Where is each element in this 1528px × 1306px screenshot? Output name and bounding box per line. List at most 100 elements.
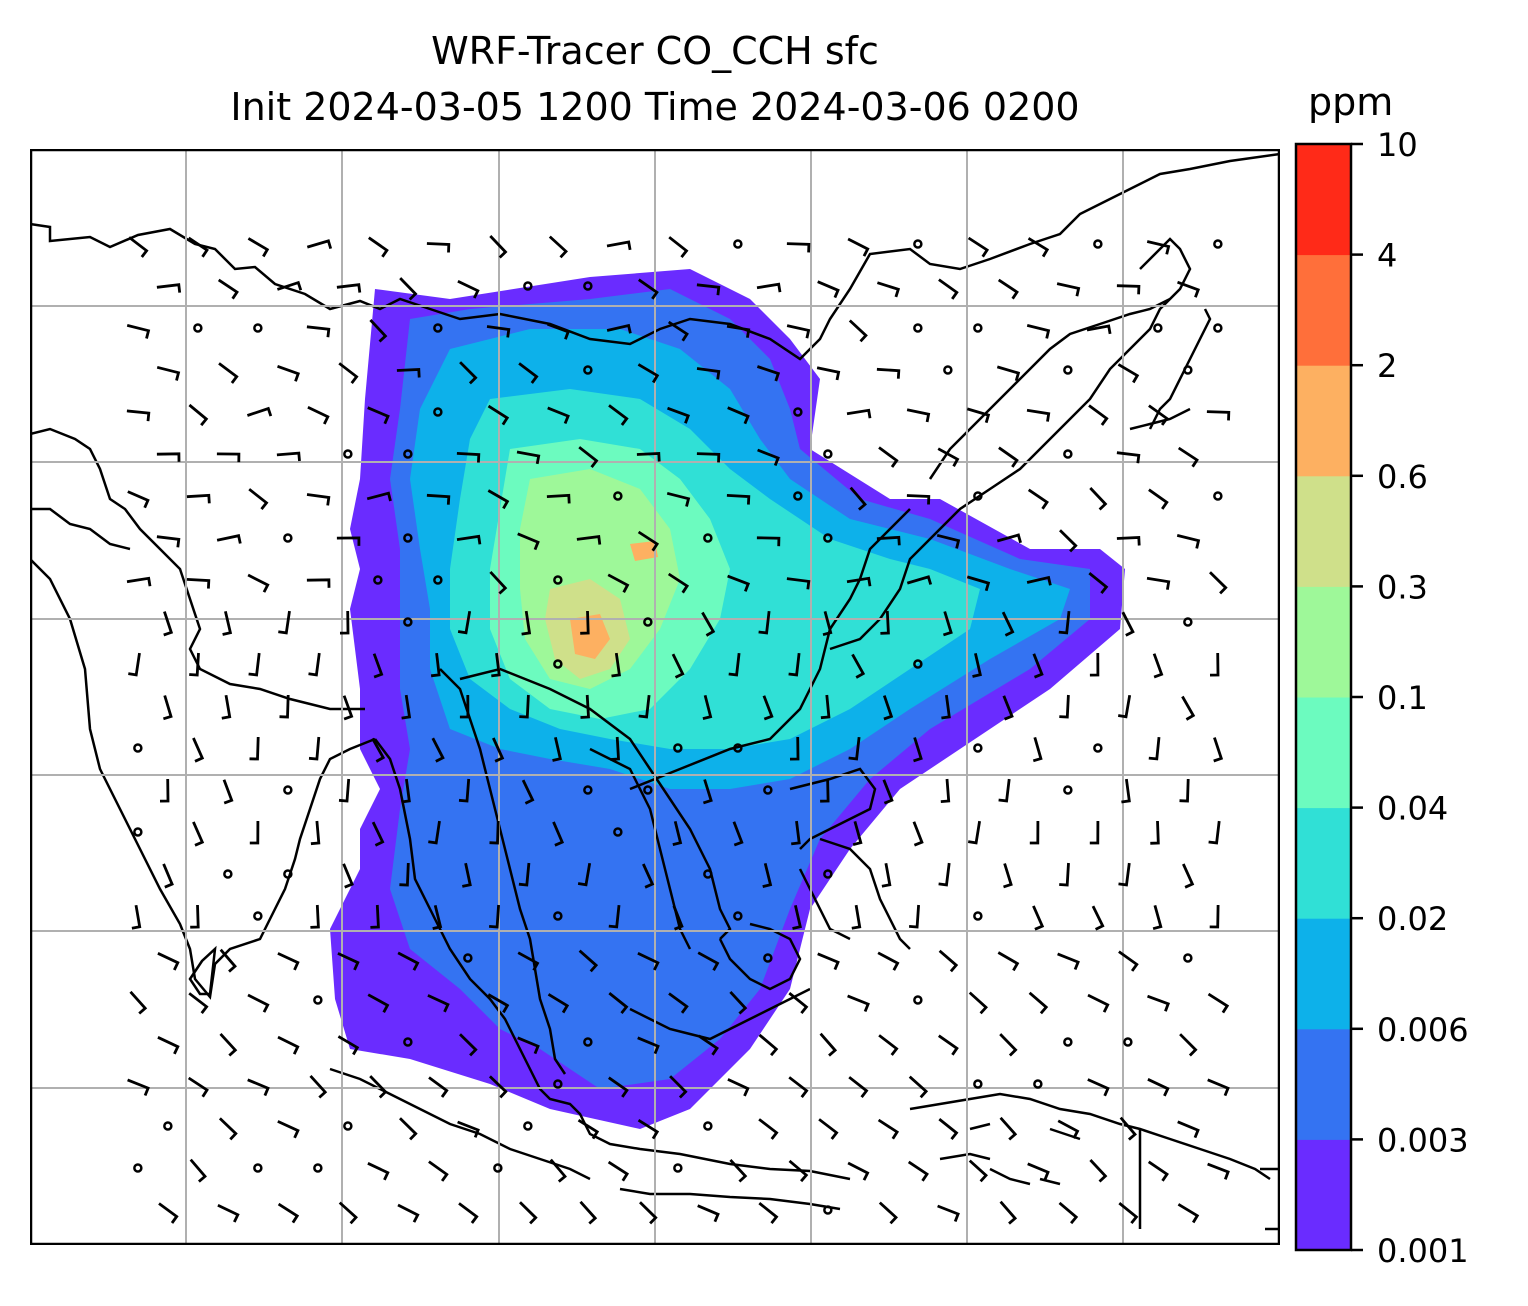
wind-barb xyxy=(1056,282,1081,297)
wind-barb xyxy=(938,949,959,973)
wind-barb xyxy=(607,573,630,593)
wind-barb xyxy=(1208,820,1221,845)
wind-barb xyxy=(788,1159,809,1183)
wind-barb xyxy=(999,1116,1018,1141)
coastlines xyxy=(30,152,1280,1231)
wind-barb xyxy=(277,1120,300,1139)
calm-wind-marker xyxy=(913,995,923,1005)
calm-wind-marker xyxy=(193,323,203,333)
wind-barb xyxy=(219,948,237,973)
calm-wind-marker xyxy=(1213,239,1223,249)
wind-barb xyxy=(702,779,713,805)
colorbar-tick-label: 0.001 xyxy=(1377,1232,1469,1270)
wind-barb xyxy=(1146,576,1171,590)
wind-barb xyxy=(788,1076,809,1098)
wind-barb xyxy=(908,904,920,929)
wind-barb xyxy=(816,366,841,381)
wind-barb xyxy=(672,820,683,846)
wind-barb xyxy=(666,491,691,507)
wind-barb xyxy=(1057,952,1080,971)
wind-barb xyxy=(128,652,141,677)
calm-wind-marker xyxy=(433,575,443,585)
wind-barb xyxy=(1058,1201,1079,1225)
chart-title-line1: WRF-Tracer CO_CCH sfc xyxy=(431,29,879,73)
calm-wind-marker xyxy=(823,449,833,459)
wind-barb xyxy=(1057,1119,1080,1139)
calm-wind-marker xyxy=(403,1037,413,1047)
wind-barb xyxy=(817,952,840,971)
wind-barb xyxy=(967,236,990,258)
wind-barb xyxy=(968,991,988,1015)
calm-wind-marker xyxy=(403,533,413,543)
wind-barb xyxy=(487,993,510,1014)
colorbar-tick-label: 10 xyxy=(1377,126,1418,164)
wind-barb xyxy=(1087,993,1110,1013)
wind-barb xyxy=(162,863,174,889)
wind-barb xyxy=(1026,408,1051,422)
wind-barb xyxy=(217,278,239,300)
wind-barb xyxy=(1028,991,1049,1015)
wind-barb xyxy=(1206,410,1231,421)
wind-barb xyxy=(941,694,951,720)
tracer-level-06-b xyxy=(630,541,658,561)
wind-barb xyxy=(1148,404,1169,426)
wind-barb xyxy=(127,490,150,509)
wind-barb xyxy=(576,535,602,545)
wind-barb xyxy=(552,821,565,847)
wind-barb xyxy=(342,695,354,721)
wind-barb xyxy=(126,409,151,422)
wind-barb xyxy=(548,235,568,259)
wind-barb xyxy=(337,952,360,971)
calm-wind-marker xyxy=(973,743,983,753)
wind-barb xyxy=(1117,363,1140,384)
calm-wind-marker xyxy=(613,827,623,837)
calm-wind-marker xyxy=(253,1163,263,1173)
wind-barb xyxy=(608,404,629,426)
wind-barb xyxy=(792,904,802,930)
wind-barb xyxy=(457,1120,480,1138)
wind-barb xyxy=(667,320,689,342)
colorbar-segment xyxy=(1296,365,1351,477)
wind-barb xyxy=(371,821,385,847)
wind-barb xyxy=(307,405,330,425)
wind-barb xyxy=(156,283,182,293)
calm-wind-marker xyxy=(433,407,443,417)
wind-barb xyxy=(1026,324,1051,339)
calm-wind-marker xyxy=(1033,1079,1043,1089)
wind-barb xyxy=(788,652,801,677)
wind-barb xyxy=(938,862,951,887)
map-panel xyxy=(30,149,1280,1245)
wind-barb xyxy=(966,575,991,592)
calm-wind-marker xyxy=(253,911,263,921)
wind-barb xyxy=(697,1204,720,1223)
wind-barb xyxy=(727,406,750,425)
wind-barb xyxy=(608,1076,629,1098)
wind-barb xyxy=(1150,820,1160,845)
wind-barb xyxy=(846,576,872,587)
wind-barb xyxy=(1089,652,1100,677)
wind-barb xyxy=(459,1033,478,1057)
wind-barb xyxy=(397,951,420,971)
wind-barb xyxy=(697,1034,719,1056)
wind-barb xyxy=(757,448,780,467)
wind-barb xyxy=(277,1035,300,1055)
wind-barb xyxy=(521,610,532,636)
calm-wind-marker xyxy=(1123,1037,1133,1047)
calm-wind-marker xyxy=(1063,449,1073,459)
wind-barb xyxy=(369,1075,388,1099)
wind-barb xyxy=(702,694,713,720)
calm-wind-marker xyxy=(823,1205,833,1215)
wind-barb xyxy=(521,779,535,805)
calm-wind-marker xyxy=(1183,953,1193,963)
wind-barb xyxy=(1177,280,1201,298)
wind-barb xyxy=(399,277,418,301)
wind-barb xyxy=(308,736,321,761)
wind-barb xyxy=(696,283,721,296)
wind-barb xyxy=(188,403,209,427)
colorbar-segment xyxy=(1296,918,1351,1030)
wind-barb xyxy=(786,577,811,590)
calm-wind-marker xyxy=(373,575,383,585)
calm-wind-marker xyxy=(1183,365,1193,375)
colorbar-segment xyxy=(1296,697,1351,809)
colorbar-tick-label: 0.3 xyxy=(1377,568,1428,606)
